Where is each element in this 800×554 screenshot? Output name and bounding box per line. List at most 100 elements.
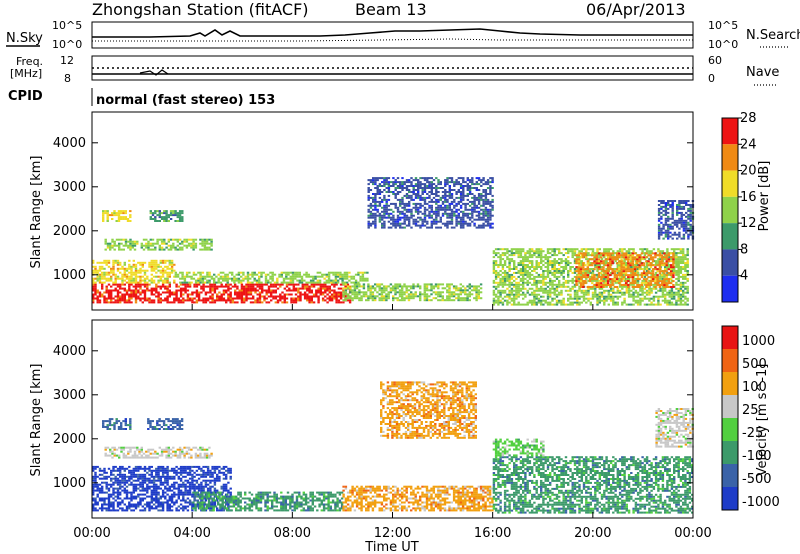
power-cells: [92, 177, 695, 306]
data-cell: [672, 280, 675, 283]
data-cell: [287, 281, 290, 284]
data-cell: [94, 281, 97, 284]
data-cell: [506, 303, 509, 306]
data-cell: [146, 285, 149, 288]
data-cell: [477, 224, 481, 227]
data-cell: [513, 303, 516, 306]
data-cell: [123, 267, 126, 270]
data-cell: [562, 303, 565, 306]
data-cell: [414, 295, 417, 298]
data-cell: [428, 183, 431, 186]
data-cell: [466, 289, 469, 292]
data-cell: [199, 238, 202, 241]
data-cell: [174, 238, 177, 241]
data-cell: [432, 287, 435, 290]
data-cell: [597, 252, 601, 255]
data-cell: [217, 277, 220, 280]
data-cell: [564, 279, 568, 282]
data-cell: [542, 291, 545, 294]
data-cell: [131, 244, 134, 247]
data-cell: [116, 297, 120, 300]
data-cell: [213, 289, 217, 292]
data-cell: [464, 202, 467, 205]
data-cell: [147, 244, 150, 247]
data-cell: [256, 301, 259, 304]
data-cell: [254, 299, 257, 302]
data-cell: [289, 279, 292, 282]
data-cell: [101, 273, 104, 276]
data-cell: [558, 291, 561, 294]
data-cell: [102, 216, 105, 219]
data-cell: [360, 297, 363, 300]
data-cell: [450, 226, 454, 229]
data-cell: [457, 299, 460, 302]
data-cell: [231, 297, 235, 300]
data-cell: [190, 238, 193, 241]
data-cell: [506, 271, 509, 274]
data-cell: [204, 297, 208, 300]
data-cell: [101, 277, 104, 280]
data-cell: [553, 287, 556, 290]
data-cell: [184, 299, 187, 302]
data-cell: [641, 248, 644, 251]
data-cell: [115, 214, 118, 217]
data-cell: [577, 272, 580, 275]
data-cell: [526, 273, 529, 276]
data-cell: [410, 212, 413, 215]
data-cell: [423, 218, 427, 221]
data-cell: [229, 295, 232, 298]
data-cell: [665, 274, 668, 277]
data-cell: [639, 293, 642, 296]
data-cell: [227, 299, 230, 302]
data-cell: [149, 218, 152, 220]
data-cell: [410, 287, 413, 290]
data-cell: [517, 250, 520, 253]
data-cell: [466, 299, 469, 302]
data-cell: [506, 301, 509, 304]
data-cell: [672, 252, 675, 255]
data-cell: [597, 260, 601, 263]
data-cell: [546, 281, 550, 284]
data-cell: [664, 258, 667, 261]
data-cell: [630, 252, 633, 255]
data-cell: [459, 220, 463, 223]
data-cell: [307, 273, 310, 276]
data-cell: [576, 293, 579, 296]
data-cell: [267, 285, 271, 288]
data-cell: [540, 252, 543, 255]
data-cell: [468, 291, 471, 294]
data-cell: [394, 183, 397, 186]
data-cell: [464, 299, 467, 302]
data-cell: [294, 271, 297, 274]
data-cell: [306, 295, 309, 298]
data-cell: [255, 281, 259, 284]
data-cell: [245, 295, 248, 298]
data-cell: [567, 273, 570, 276]
data-cell: [596, 273, 599, 276]
data-cell: [287, 273, 290, 276]
data-cell: [616, 295, 619, 298]
data-cell: [475, 196, 478, 199]
data-cell: [258, 293, 262, 296]
data-cell: [651, 280, 655, 283]
data-cell: [576, 256, 579, 259]
data-cell: [236, 295, 239, 298]
data-cell: [477, 226, 481, 229]
data-cell: [567, 264, 570, 266]
data-cell: [494, 287, 498, 290]
data-cell: [345, 275, 349, 278]
data-cell: [130, 297, 133, 300]
data-cell: [274, 295, 277, 298]
data-cell: [578, 301, 581, 304]
data-cell: [242, 279, 245, 282]
data-cell: [517, 271, 520, 274]
data-cell: [627, 264, 630, 267]
data-cell: [464, 289, 467, 292]
data-cell: [503, 289, 507, 292]
data-cell: [582, 266, 585, 269]
data-cell: [506, 279, 509, 282]
data-cell: [332, 279, 335, 282]
data-cell: [417, 206, 420, 209]
data-cell: [450, 295, 453, 298]
data-cell: [562, 277, 565, 280]
